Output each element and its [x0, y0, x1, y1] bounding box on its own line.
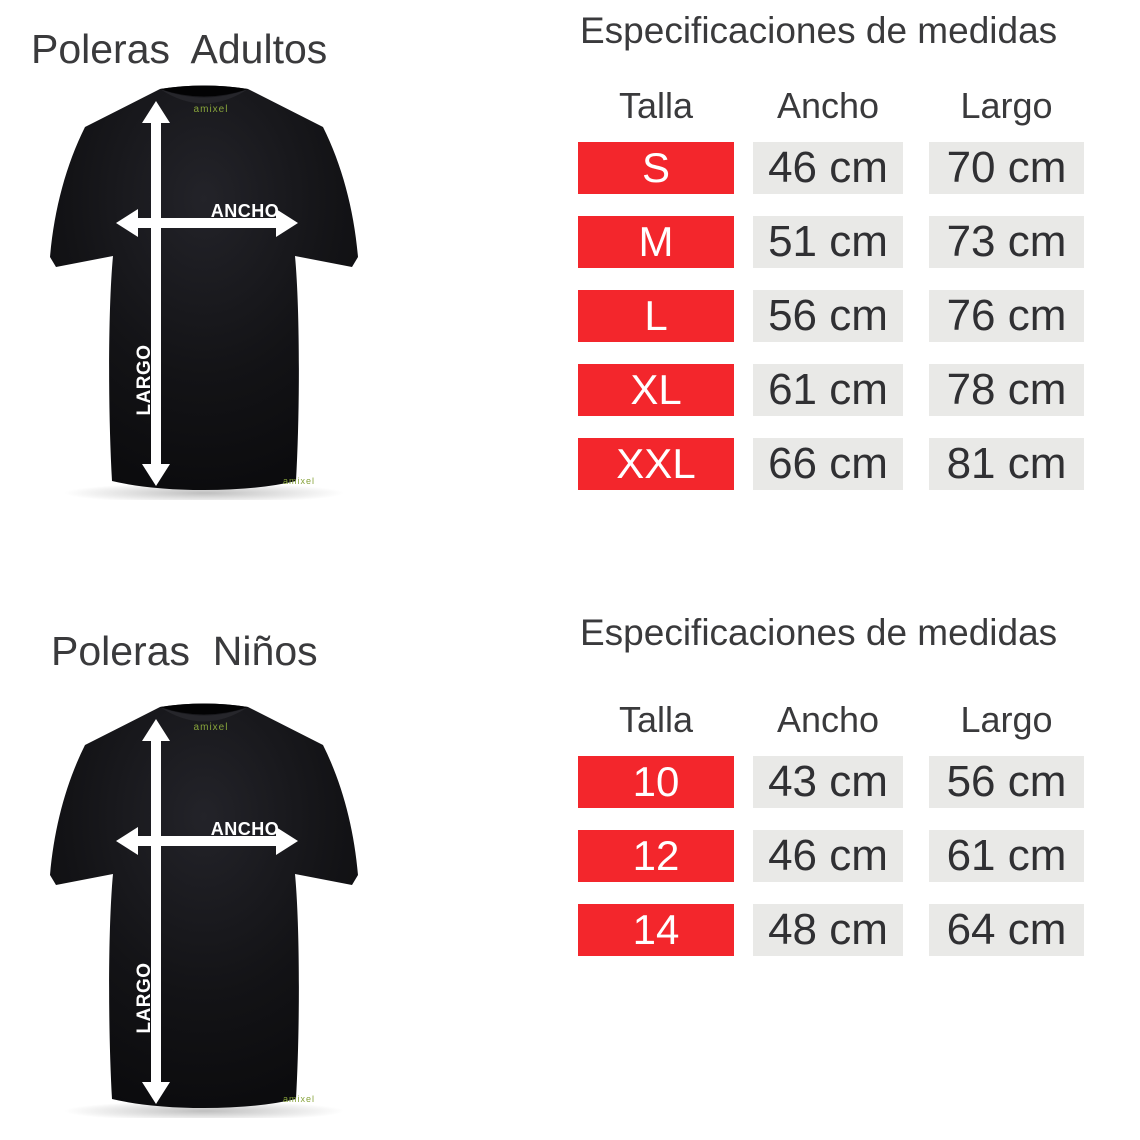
size-badge: XL: [578, 364, 734, 416]
tshirt-collar: [160, 707, 248, 722]
width-value: 66 cm: [753, 438, 903, 490]
kids-spec-rows: 10 43 cm 56 cm 12 46 cm 61 cm 14 48 cm 6…: [578, 756, 1093, 956]
tshirt-neck-opening: [160, 703, 248, 715]
brand-logo-collar: amixel: [194, 104, 229, 115]
adults-spec-title: Especificaciones de medidas: [580, 10, 1058, 51]
kids-section-title: Poleras Niños: [51, 628, 318, 675]
length-value: 56 cm: [929, 756, 1084, 808]
tshirt-floor-shadow: [64, 1101, 344, 1118]
size-badge: XXL: [578, 438, 734, 490]
size-badge: 14: [578, 904, 734, 956]
length-label: LARGO: [134, 344, 155, 415]
kids-tshirt-size-diagram: amixel amixel ANCHO LARGO: [50, 703, 358, 1118]
length-arrow-icon: [142, 719, 170, 1104]
column-header-talla: Talla: [618, 85, 694, 126]
size-badge: 10: [578, 756, 734, 808]
width-arrow-icon: [116, 209, 298, 237]
width-value: 46 cm: [753, 830, 903, 882]
kids-spec-title: Especificaciones de medidas: [580, 612, 1058, 653]
width-value: 48 cm: [753, 904, 903, 956]
length-value: 64 cm: [929, 904, 1084, 956]
kids-spec-table: Especificaciones de medidas Talla Ancho …: [578, 612, 1093, 956]
length-value: 61 cm: [929, 830, 1084, 882]
column-header-largo: Largo: [960, 699, 1053, 740]
column-header-ancho: Ancho: [776, 699, 880, 740]
tshirt-collar: [160, 89, 248, 104]
brand-logo-collar: amixel: [194, 722, 229, 733]
column-header-largo: Largo: [960, 85, 1053, 126]
width-arrow-icon: [116, 827, 298, 855]
tshirt-floor-shadow: [64, 483, 344, 500]
width-label: ANCHO: [211, 201, 280, 221]
width-value: 61 cm: [753, 364, 903, 416]
length-arrow-icon: [142, 101, 170, 486]
size-badge: S: [578, 142, 734, 194]
brand-logo-hem: amixel: [283, 476, 315, 486]
length-value: 81 cm: [929, 438, 1084, 490]
width-label: ANCHO: [211, 819, 280, 839]
tshirt-neck-opening: [160, 85, 248, 97]
column-header-talla: Talla: [618, 699, 694, 740]
size-badge: L: [578, 290, 734, 342]
adults-spec-header-row: Talla Ancho Largo: [578, 84, 1093, 128]
length-value: 76 cm: [929, 290, 1084, 342]
brand-logo-hem: amixel: [283, 1094, 315, 1104]
tshirt-body: [50, 703, 358, 1108]
width-value: 46 cm: [753, 142, 903, 194]
adults-tshirt-size-diagram: amixel amixel ANCHO LARGO: [50, 85, 358, 500]
length-value: 70 cm: [929, 142, 1084, 194]
kids-spec-header-row: Talla Ancho Largo: [578, 698, 1093, 742]
width-value: 56 cm: [753, 290, 903, 342]
column-header-ancho: Ancho: [776, 85, 880, 126]
width-value: 43 cm: [753, 756, 903, 808]
size-badge: 12: [578, 830, 734, 882]
adults-section-title: Poleras Adultos: [31, 26, 328, 73]
length-value: 73 cm: [929, 216, 1084, 268]
adults-spec-table: Especificaciones de medidas Talla Ancho …: [578, 10, 1093, 490]
length-value: 78 cm: [929, 364, 1084, 416]
adults-spec-rows: S 46 cm 70 cm M 51 cm 73 cm L 56 cm 76 c…: [578, 142, 1093, 490]
length-label: LARGO: [134, 962, 155, 1033]
size-badge: M: [578, 216, 734, 268]
width-value: 51 cm: [753, 216, 903, 268]
tshirt-body: [50, 85, 358, 490]
